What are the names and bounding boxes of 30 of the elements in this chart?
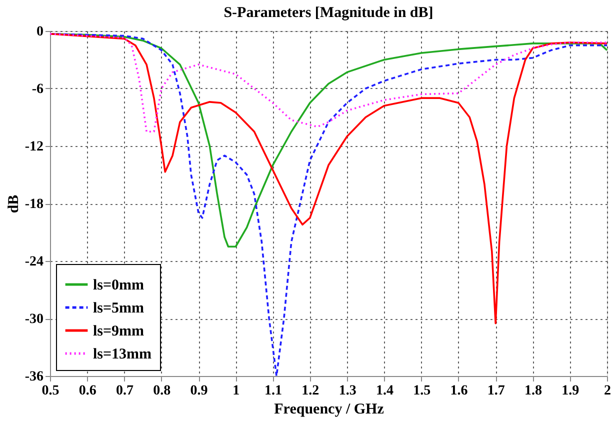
x-tick-label: 1.7: [487, 384, 505, 398]
x-tick-label: 1.4: [376, 384, 394, 398]
x-tick-label: 1: [232, 384, 240, 398]
legend-label: ls=5mm: [93, 300, 145, 316]
legend-label: ls=0mm: [93, 278, 145, 294]
y-axis-title: dB: [6, 194, 22, 214]
y-tick-label: -12: [24, 140, 44, 154]
y-tick-label: -18: [24, 197, 44, 212]
legend-label: ls=9mm: [93, 324, 145, 340]
x-tick-label: 2: [604, 384, 611, 398]
y-tick-label: -30: [24, 312, 44, 327]
y-tick-label: 0: [36, 24, 44, 40]
legend-label: ls=13mm: [93, 346, 152, 362]
x-tick-label: 1.8: [524, 384, 542, 398]
x-tick-label: 0.6: [78, 384, 96, 398]
x-tick-label: 1.9: [562, 384, 580, 398]
x-tick-label: 1.1: [264, 384, 282, 398]
y-tick-label: -24: [24, 254, 44, 270]
x-tick-label: 0.9: [190, 384, 208, 398]
y-tick-label: -6: [32, 82, 44, 97]
x-tick-label: 0.7: [116, 384, 134, 398]
chart-title: S-Parameters [Magnitude in dB]: [224, 5, 434, 21]
x-tick-label: 0.8: [153, 384, 171, 398]
x-tick-label: 1.6: [450, 384, 468, 398]
y-tick-label: -36: [24, 370, 44, 384]
x-tick-label: 0.5: [42, 384, 60, 398]
x-tick-label: 1.3: [338, 384, 356, 398]
x-tick-label: 1.2: [302, 384, 320, 398]
x-tick-label: 1.5: [413, 384, 431, 398]
x-axis-title: Frequency / GHz: [274, 402, 384, 418]
